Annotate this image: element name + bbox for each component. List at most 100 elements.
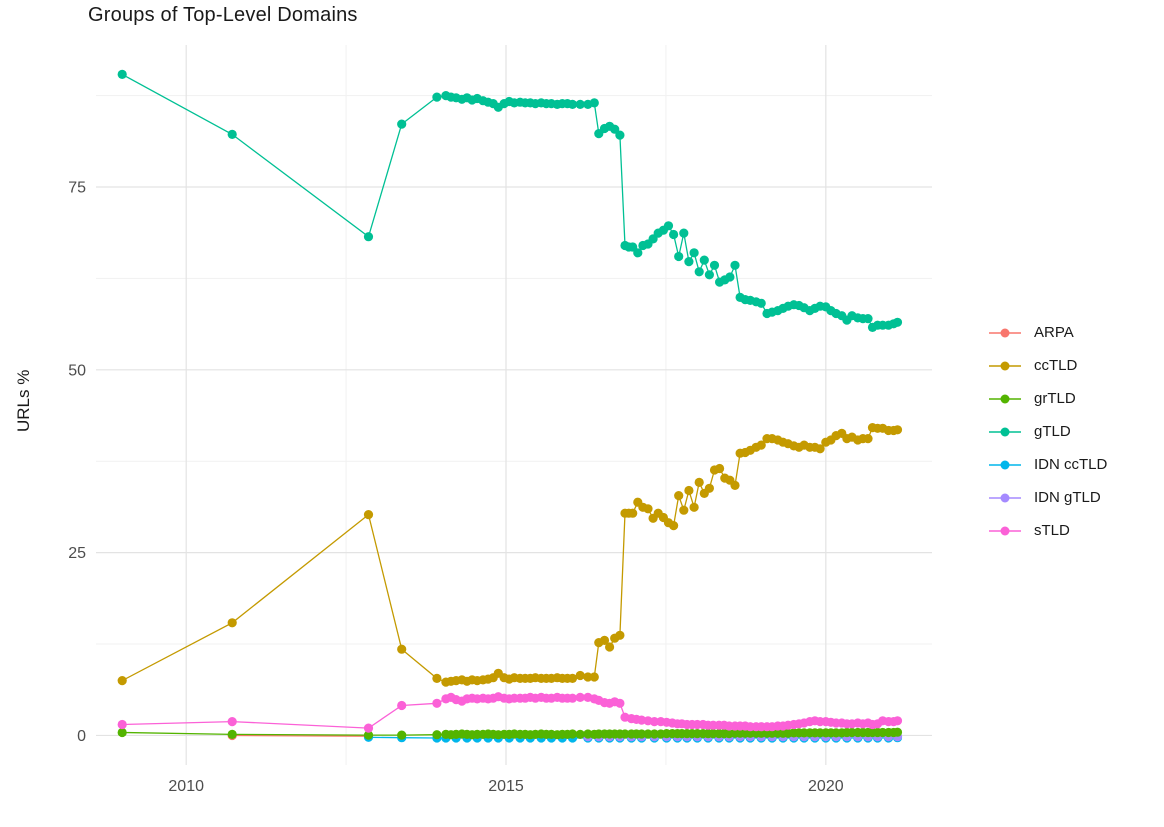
legend-key-icon (989, 460, 1021, 469)
data-point (669, 229, 679, 240)
data-point (689, 502, 699, 512)
legend-key-icon (989, 427, 1021, 436)
legend-item-gtld: gTLD (988, 415, 1107, 448)
data-point (643, 729, 653, 739)
data-point (227, 618, 237, 628)
data-point (567, 693, 578, 703)
data-point (432, 92, 442, 102)
data-point (643, 504, 653, 514)
data-point (892, 425, 903, 435)
data-point (363, 232, 374, 242)
data-point (432, 673, 442, 684)
data-point (620, 729, 630, 739)
data-point (863, 314, 873, 324)
data-point (397, 730, 407, 740)
data-point (589, 98, 599, 108)
legend: ARPA ccTLD grTLD gTLD IDN ccTLD IDN gTLD sTLD (988, 316, 1107, 547)
data-point (704, 270, 715, 280)
y-tick-label: 50 (68, 362, 86, 379)
data-point (575, 99, 585, 109)
data-point (892, 716, 903, 726)
y-tick-label: 25 (68, 545, 86, 562)
data-point (649, 717, 660, 727)
data-point (363, 723, 374, 733)
data-point (649, 729, 660, 739)
data-point (363, 509, 374, 520)
legend-key-icon (989, 361, 1021, 370)
data-point (674, 251, 684, 262)
data-point (615, 630, 625, 640)
data-point (397, 700, 407, 711)
data-point (397, 644, 407, 654)
data-point (679, 505, 689, 515)
legend-label: grTLD (1034, 390, 1076, 407)
data-point (117, 727, 127, 738)
series-gtld (117, 69, 903, 332)
data-point (227, 729, 237, 740)
x-tick-label: 2015 (488, 778, 524, 795)
chart-title: Groups of Top-Level Domains (88, 4, 358, 26)
data-point (432, 730, 442, 740)
data-point (694, 267, 704, 277)
data-point (863, 434, 873, 444)
legend-label: sTLD (1034, 522, 1070, 539)
data-point (583, 672, 593, 682)
data-point (575, 670, 585, 681)
data-point (615, 130, 625, 140)
legend-item-grtld: grTLD (988, 382, 1107, 415)
series-stld (117, 692, 903, 733)
legend-label: IDN gTLD (1034, 489, 1101, 506)
data-point (117, 69, 127, 79)
data-point (669, 521, 679, 531)
legend-key-icon (989, 394, 1021, 403)
data-point (684, 257, 694, 267)
series-arpa (227, 730, 374, 741)
x-tick-label: 2010 (168, 778, 204, 795)
data-point (892, 727, 903, 737)
data-point (575, 692, 585, 703)
data-point (432, 698, 442, 708)
data-point (615, 698, 625, 708)
data-point (892, 317, 903, 327)
legend-item-stld: sTLD (988, 514, 1107, 547)
data-point (709, 260, 720, 270)
data-point (699, 255, 709, 265)
data-point (815, 444, 825, 454)
y-tick-label: 75 (68, 180, 86, 197)
legend-label: ARPA (1034, 324, 1074, 341)
data-point (117, 719, 127, 730)
data-point (633, 248, 643, 258)
data-point (637, 729, 647, 739)
data-point (605, 642, 615, 652)
y-tick-label: 0 (77, 728, 86, 745)
series-cctld (117, 423, 903, 687)
x-tick-label: 2020 (808, 778, 844, 795)
data-point (725, 272, 735, 282)
legend-label: gTLD (1034, 423, 1071, 440)
data-point (730, 260, 740, 270)
legend-key-icon (989, 328, 1021, 337)
data-point (567, 99, 578, 109)
data-point (756, 298, 766, 308)
data-point (628, 508, 638, 518)
data-point (704, 483, 715, 493)
grid-minor (96, 45, 932, 765)
data-point (397, 119, 407, 129)
data-point (674, 491, 684, 501)
data-point (730, 480, 740, 490)
legend-item-idn-cctld: IDN ccTLD (988, 448, 1107, 481)
data-point (227, 129, 237, 139)
legend-item-arpa: ARPA (988, 316, 1107, 349)
legend-key-icon (989, 493, 1021, 502)
data-point (117, 676, 127, 686)
legend-item-cctld: ccTLD (988, 349, 1107, 382)
legend-key-icon (989, 526, 1021, 535)
data-point (679, 228, 689, 238)
data-point (663, 221, 674, 231)
data-point (694, 477, 704, 487)
data-point (689, 248, 699, 258)
legend-label: IDN ccTLD (1034, 456, 1108, 473)
data-point (567, 729, 578, 739)
data-point (227, 717, 237, 727)
